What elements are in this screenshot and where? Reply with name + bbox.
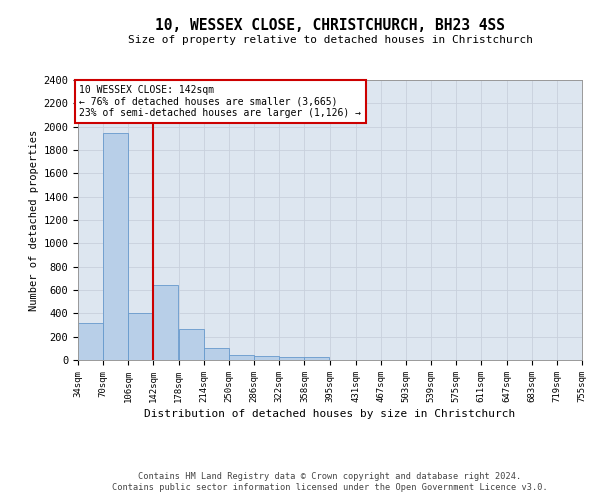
Bar [78, 322, 103, 360]
Bar [179, 328, 203, 360]
Bar [229, 355, 254, 360]
Text: Size of property relative to detached houses in Christchurch: Size of property relative to detached ho… [128, 35, 533, 45]
Bar [128, 314, 153, 360]
Bar [280, 357, 304, 360]
Bar [103, 132, 128, 360]
Text: 10, WESSEX CLOSE, CHRISTCHURCH, BH23 4SS: 10, WESSEX CLOSE, CHRISTCHURCH, BH23 4SS [155, 18, 505, 32]
X-axis label: Distribution of detached houses by size in Christchurch: Distribution of detached houses by size … [145, 409, 515, 419]
Bar [204, 348, 229, 360]
Y-axis label: Number of detached properties: Number of detached properties [29, 130, 39, 310]
Text: 10 WESSEX CLOSE: 142sqm
← 76% of detached houses are smaller (3,665)
23% of semi: 10 WESSEX CLOSE: 142sqm ← 76% of detache… [79, 84, 361, 118]
Bar [254, 356, 279, 360]
Bar [154, 286, 178, 360]
Text: Contains HM Land Registry data © Crown copyright and database right 2024.: Contains HM Land Registry data © Crown c… [139, 472, 521, 481]
Text: Contains public sector information licensed under the Open Government Licence v3: Contains public sector information licen… [112, 484, 548, 492]
Bar [304, 358, 329, 360]
